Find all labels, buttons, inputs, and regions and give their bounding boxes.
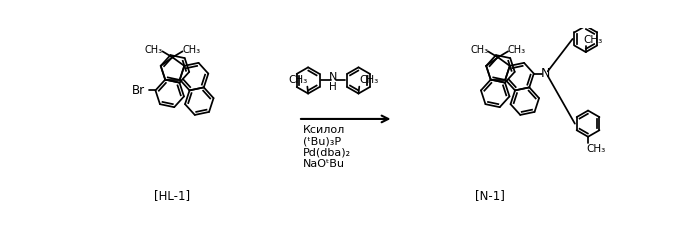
Text: CH₃: CH₃: [584, 35, 603, 45]
Text: N: N: [541, 67, 550, 80]
Text: [N-1]: [N-1]: [475, 190, 505, 202]
Text: Pd(dba)₂: Pd(dba)₂: [303, 148, 351, 158]
Text: CH₃: CH₃: [359, 75, 378, 85]
Text: Ксилол: Ксилол: [303, 125, 345, 135]
Text: CH₃: CH₃: [144, 45, 162, 55]
Text: H: H: [329, 82, 337, 91]
Text: CH₃: CH₃: [586, 144, 605, 154]
Text: Br: Br: [132, 84, 145, 97]
Text: CH₃: CH₃: [470, 45, 489, 55]
Text: (ᵗBu)₃P: (ᵗBu)₃P: [303, 136, 341, 146]
Text: N: N: [329, 72, 338, 82]
Text: CH₃: CH₃: [183, 45, 201, 55]
Text: CH₃: CH₃: [288, 75, 308, 85]
Text: NaOᵗBu: NaOᵗBu: [303, 159, 345, 169]
Text: [HL-1]: [HL-1]: [154, 190, 191, 202]
Text: CH₃: CH₃: [507, 45, 526, 55]
